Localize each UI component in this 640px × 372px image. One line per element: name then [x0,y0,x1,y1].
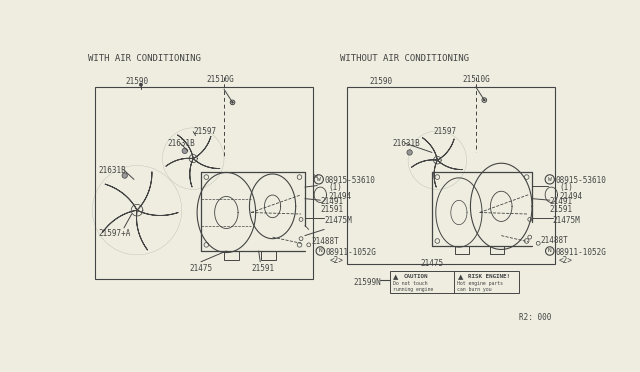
Text: 21494: 21494 [559,192,582,202]
Text: 21599N: 21599N [353,278,381,287]
Text: W: W [317,177,321,182]
Circle shape [232,102,234,103]
Text: 21597+A: 21597+A [99,230,131,238]
Text: 21591: 21591 [550,205,573,214]
Bar [455,246,469,254]
Text: 21475: 21475 [189,264,212,273]
Circle shape [483,99,485,101]
Text: <2>: <2> [559,256,573,265]
Circle shape [536,241,540,245]
Text: 21510G: 21510G [462,76,490,84]
Circle shape [435,175,440,179]
Bar [390,271,519,293]
Text: (1): (1) [559,183,573,192]
Text: CAUTION: CAUTION [403,274,428,279]
Circle shape [182,148,188,154]
Text: 08911-1052G: 08911-1052G [555,248,606,257]
Text: WITHOUT AIR CONDITIONING: WITHOUT AIR CONDITIONING [340,54,468,63]
Text: WITH AIR CONDITIONING: WITH AIR CONDITIONING [88,54,200,63]
Text: 21491: 21491 [320,197,344,206]
Text: <2>: <2> [330,256,344,265]
Circle shape [204,175,209,179]
Text: 21488T: 21488T [541,235,568,245]
Circle shape [204,243,209,247]
Bar [490,246,504,254]
Text: Do not touch
running engine: Do not touch running engine [393,281,433,292]
Text: 21488T: 21488T [311,237,339,246]
Text: R2: 000: R2: 000 [519,313,551,322]
Bar [261,251,276,260]
Circle shape [122,173,127,178]
Text: 08911-1052G: 08911-1052G [326,248,376,257]
Text: 21597: 21597 [193,127,216,136]
Circle shape [435,239,440,243]
Text: 21631B: 21631B [99,166,126,175]
Text: (1): (1) [328,183,342,192]
Text: 21631B: 21631B [393,139,420,148]
Circle shape [528,235,532,239]
Text: ▲: ▲ [394,274,399,280]
Circle shape [299,218,303,221]
Circle shape [524,239,529,243]
Text: N: N [319,248,322,253]
Text: W: W [548,177,552,182]
Circle shape [297,243,302,247]
Text: ▲: ▲ [458,274,463,280]
Text: RISK ENGINE!: RISK ENGINE! [468,274,510,279]
Text: 21475: 21475 [420,259,444,268]
Text: 08915-53610: 08915-53610 [324,176,375,185]
Text: 21591: 21591 [320,205,344,214]
Text: 21597: 21597 [433,127,456,136]
Text: 21491: 21491 [550,197,573,206]
Text: 21631B: 21631B [168,139,196,148]
Circle shape [307,243,310,247]
Circle shape [297,175,302,179]
Text: 21494: 21494 [328,192,351,202]
Circle shape [299,237,303,241]
Text: 21590: 21590 [369,77,393,86]
Text: 21591: 21591 [251,264,274,273]
Circle shape [407,150,412,155]
Text: 08915-53610: 08915-53610 [555,176,606,185]
Bar [224,251,239,260]
Bar [95,87,312,279]
Text: N: N [548,248,552,253]
Text: 21590: 21590 [125,77,148,86]
Circle shape [524,175,529,179]
Text: 21475M: 21475M [324,216,352,225]
Bar [348,87,555,264]
Text: W: W [314,174,317,179]
Circle shape [140,83,143,86]
Text: Hot engine parts
can burn you: Hot engine parts can burn you [458,281,504,292]
Text: 21510G: 21510G [206,76,234,84]
Text: 21475M: 21475M [553,216,580,225]
Circle shape [528,218,532,221]
